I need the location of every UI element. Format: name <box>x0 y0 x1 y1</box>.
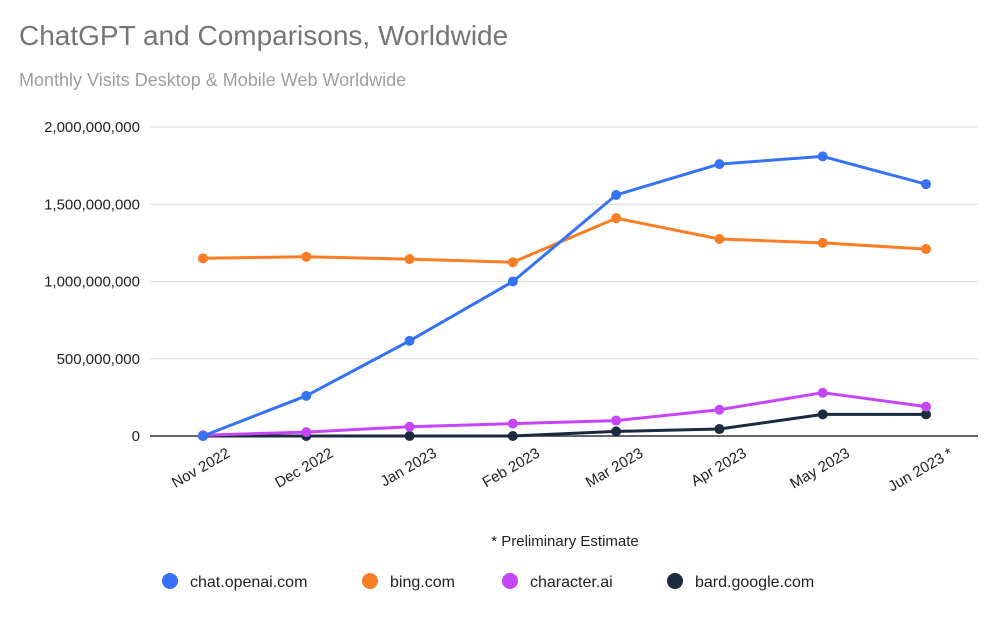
data-point <box>404 335 415 346</box>
series-line <box>201 412 928 438</box>
legend-item: bing.com <box>362 573 455 591</box>
legend-marker <box>362 573 378 589</box>
y-tick-label: 1,000,000,000 <box>44 274 140 291</box>
data-point <box>404 421 415 432</box>
data-point <box>611 426 622 437</box>
series-line <box>201 391 928 437</box>
y-tick-label: 500,000,000 <box>57 351 140 368</box>
data-point <box>817 151 828 162</box>
legend-item: character.ai <box>502 573 613 591</box>
preliminary-estimate-note: * Preliminary Estimate <box>491 533 639 550</box>
data-point <box>817 409 828 420</box>
y-tick-label: 0 <box>132 428 140 445</box>
data-point <box>507 276 518 287</box>
legend-label: bing.com <box>390 574 455 591</box>
data-point <box>507 418 518 429</box>
series-line <box>201 154 928 438</box>
data-point <box>611 189 622 200</box>
series-chat-openai-com <box>198 151 931 441</box>
data-point <box>714 424 725 435</box>
data-point <box>301 251 312 262</box>
chart-subtitle: Monthly Visits Desktop & Mobile Web Worl… <box>19 70 407 90</box>
data-point <box>198 253 208 264</box>
data-point <box>921 409 931 420</box>
data-point <box>404 431 415 441</box>
legend-marker <box>502 573 518 589</box>
data-point <box>611 213 622 224</box>
data-point <box>198 431 208 441</box>
data-point <box>714 234 725 245</box>
legend-item: bard.google.com <box>667 573 814 591</box>
data-point <box>301 427 312 438</box>
x-tick-label: Apr 2023 <box>688 445 749 490</box>
x-tick-label: Jan 2023 <box>378 445 440 491</box>
data-point <box>507 431 518 441</box>
data-point <box>921 179 931 190</box>
data-point <box>817 237 828 248</box>
x-tick-label: Jun 2023 * <box>885 445 956 496</box>
legend-marker <box>162 573 178 589</box>
x-tick-label: Dec 2022 <box>272 445 336 492</box>
legend-marker <box>667 573 683 589</box>
chart-title: ChatGPT and Comparisons, Worldwide <box>19 20 509 51</box>
data-point <box>611 415 622 426</box>
data-point <box>301 390 312 401</box>
legend-label: chat.openai.com <box>190 574 307 591</box>
y-tick-label: 2,000,000,000 <box>44 119 140 136</box>
data-point <box>714 159 725 170</box>
x-tick-label: Feb 2023 <box>479 445 542 491</box>
x-tick-label: Mar 2023 <box>583 445 646 491</box>
data-point <box>921 244 931 255</box>
data-point <box>817 387 828 398</box>
y-tick-label: 1,500,000,000 <box>44 196 140 213</box>
data-point <box>507 257 518 268</box>
data-point <box>404 254 415 265</box>
legend-label: bard.google.com <box>695 574 814 591</box>
data-point <box>921 401 931 412</box>
x-tick-label: May 2023 <box>787 445 853 493</box>
legend-label: character.ai <box>530 574 613 591</box>
data-point <box>714 404 725 415</box>
x-tick-label: Nov 2022 <box>169 445 233 492</box>
legend-item: chat.openai.com <box>162 573 307 591</box>
